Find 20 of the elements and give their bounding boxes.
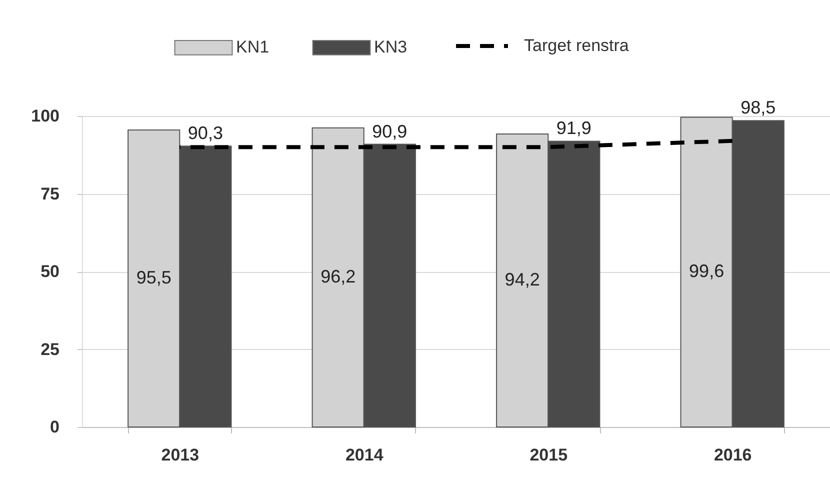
legend-label: KN3	[374, 38, 408, 57]
data-label: 90,9	[372, 121, 408, 142]
legend-label: KN1	[236, 38, 270, 57]
x-tick-label: 2015	[530, 446, 568, 464]
y-tick-label: 25	[40, 340, 60, 359]
y-tick-label: 50	[40, 262, 60, 281]
y-tick-label: 0	[50, 418, 60, 436]
x-tick-label: 2016	[714, 446, 752, 464]
data-label: 98,5	[740, 98, 776, 118]
data-label: 94,2	[504, 270, 540, 290]
y-tick-label: 100	[31, 106, 60, 126]
data-label: 99,6	[689, 261, 724, 282]
x-tick-label: 2013	[161, 446, 200, 464]
data-label: 91,9	[556, 118, 592, 138]
data-label: 96,2	[320, 266, 356, 286]
legend-label: Target renstra	[524, 36, 630, 55]
y-tick-label: 75	[40, 184, 60, 204]
data-label: 90,3	[188, 123, 223, 144]
x-tick-label: 2014	[345, 446, 384, 464]
data-label: 95,5	[136, 267, 172, 288]
